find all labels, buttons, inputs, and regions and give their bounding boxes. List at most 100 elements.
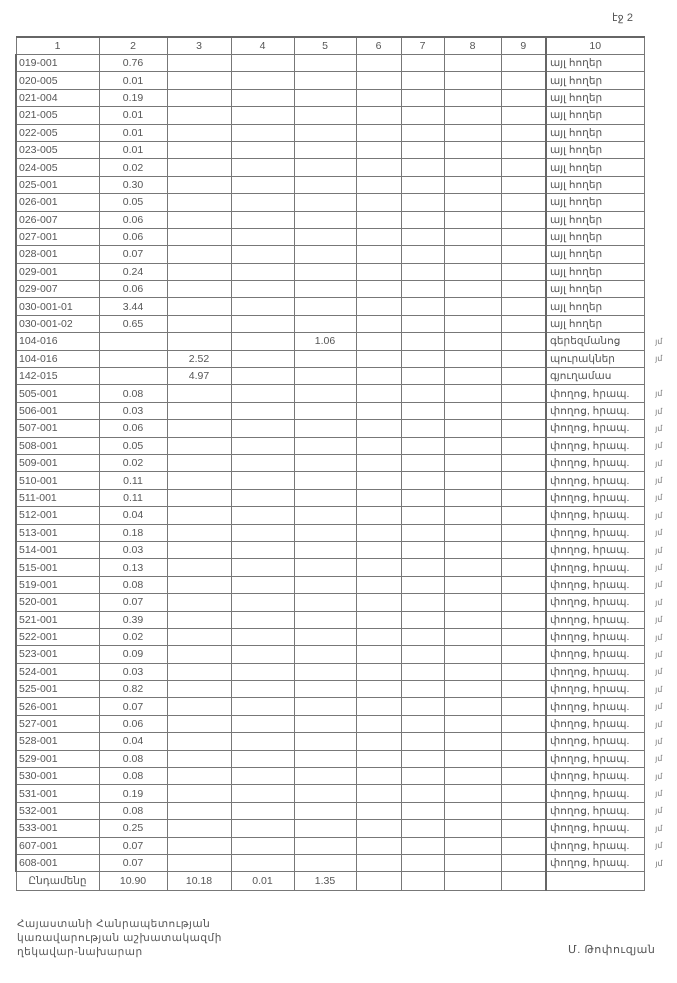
col9-value bbox=[500, 210, 547, 229]
col9-value bbox=[500, 106, 547, 125]
col9-value bbox=[500, 88, 547, 108]
col5-value bbox=[293, 749, 357, 769]
parcel-code: 030-001-01 bbox=[15, 297, 100, 316]
col8-value bbox=[443, 245, 502, 264]
col8-value bbox=[443, 436, 502, 455]
position-line: ղեկավար-նախարար bbox=[17, 946, 143, 958]
land-table: 1 2 3 4 5 6 7 8 9 10 019-001 0.76 այլ հողեր 020-005 0… bbox=[15, 36, 675, 892]
col8-value bbox=[443, 227, 502, 247]
column-header-5: 5 bbox=[293, 36, 357, 55]
col7-value bbox=[400, 662, 445, 682]
col9-value bbox=[500, 662, 547, 682]
parcel-code: 513-001 bbox=[15, 523, 100, 542]
col5-value bbox=[293, 732, 357, 751]
parcel-code: 142-015 bbox=[15, 367, 100, 386]
col8-value bbox=[443, 297, 502, 316]
col6-value bbox=[355, 332, 402, 351]
land-type: այլ հողեր bbox=[545, 280, 645, 299]
col4-value bbox=[230, 540, 295, 560]
col6-value bbox=[355, 106, 402, 125]
col9-value bbox=[500, 280, 547, 299]
col6-value bbox=[355, 123, 402, 142]
col3-value bbox=[166, 314, 232, 334]
col4-value bbox=[230, 749, 295, 769]
col2-value: 0.04 bbox=[98, 506, 168, 525]
col9-value bbox=[500, 297, 547, 316]
col2-value: 0.19 bbox=[98, 784, 168, 803]
row-mark bbox=[644, 246, 674, 263]
col6-value bbox=[355, 175, 402, 195]
col6-value bbox=[355, 367, 402, 386]
col3-value bbox=[166, 175, 232, 195]
col9-value bbox=[500, 680, 547, 699]
col6-value bbox=[355, 210, 402, 229]
col6-value bbox=[355, 158, 402, 177]
col9-value bbox=[500, 488, 547, 508]
table-row: 029-007 0.06 այլ հողեր bbox=[15, 280, 674, 299]
col4-value bbox=[230, 767, 295, 786]
column-header-4: 4 bbox=[230, 36, 295, 55]
col4-value bbox=[230, 158, 295, 177]
col2-value: 0.06 bbox=[98, 227, 168, 247]
col7-value bbox=[400, 140, 445, 160]
col3-value bbox=[166, 801, 232, 821]
col2-value: 0.01 bbox=[98, 106, 168, 125]
col2-value: 0.07 bbox=[98, 593, 168, 612]
col7-value bbox=[400, 697, 445, 716]
table-row: 515-001 0.13 փողոց, հրապ. յմ bbox=[15, 558, 674, 577]
row-mark: յմ bbox=[655, 736, 663, 746]
land-type: պուրակներ bbox=[545, 349, 645, 369]
col6-value bbox=[355, 88, 402, 108]
col2-value: 0.76 bbox=[98, 53, 168, 73]
col9-value bbox=[500, 262, 547, 282]
table-row: 523-001 0.09 փողոց, հրապ. յմ bbox=[15, 645, 674, 664]
land-type: գյուղամաս bbox=[545, 367, 645, 386]
col7-value bbox=[400, 175, 445, 195]
table-row: 505-001 0.08 փողոց, հրապ. յմ bbox=[15, 384, 674, 403]
row-mark bbox=[644, 55, 674, 72]
total-col6 bbox=[355, 871, 402, 892]
col6-value bbox=[355, 280, 402, 299]
col4-value bbox=[230, 801, 295, 821]
col8-value bbox=[443, 697, 502, 716]
table-row: 607-001 0.07 փողոց, հրապ. յմ bbox=[15, 836, 674, 855]
col5-value bbox=[293, 158, 357, 177]
col3-value bbox=[166, 71, 232, 90]
col5-value bbox=[293, 680, 357, 699]
col5-value bbox=[293, 540, 357, 560]
col3-value bbox=[166, 401, 232, 421]
position-line: կառավարության աշխատակազմի bbox=[17, 932, 222, 944]
col9-value bbox=[500, 436, 547, 455]
row-mark: յմ bbox=[655, 615, 663, 625]
parcel-code: 531-001 bbox=[15, 784, 100, 803]
table-row: 029-001 0.24 այլ հողեր bbox=[15, 262, 674, 282]
col2-value: 0.25 bbox=[98, 819, 168, 838]
table-row: 512-001 0.04 փողոց, հրապ. յմ bbox=[15, 506, 674, 525]
col9-value bbox=[500, 853, 547, 873]
col4-value bbox=[230, 680, 295, 699]
col5-value bbox=[293, 593, 357, 612]
col7-value bbox=[400, 158, 445, 177]
parcel-code: 104-016 bbox=[15, 349, 100, 369]
col4-value bbox=[230, 419, 295, 438]
position-line: Հայաստանի Հանրապետության bbox=[17, 918, 211, 930]
col5-value bbox=[293, 767, 357, 786]
col3-value bbox=[166, 558, 232, 577]
col8-value bbox=[443, 453, 502, 473]
col3-value bbox=[166, 575, 232, 595]
col8-value bbox=[443, 853, 502, 873]
row-mark bbox=[644, 72, 674, 89]
col3-value bbox=[166, 471, 232, 490]
col7-value bbox=[400, 453, 445, 473]
land-type: այլ հողեր bbox=[545, 210, 645, 229]
col3-value bbox=[166, 836, 232, 855]
col4-value bbox=[230, 401, 295, 421]
col9-value bbox=[500, 471, 547, 490]
col5-value: 1.06 bbox=[293, 332, 357, 351]
col7-value bbox=[400, 297, 445, 316]
table-row: 507-001 0.06 փողոց, հրապ. յմ bbox=[15, 419, 674, 438]
col9-value bbox=[500, 314, 547, 334]
col7-value bbox=[400, 227, 445, 247]
col2-value: 0.07 bbox=[98, 853, 168, 873]
col9-value bbox=[500, 175, 547, 195]
